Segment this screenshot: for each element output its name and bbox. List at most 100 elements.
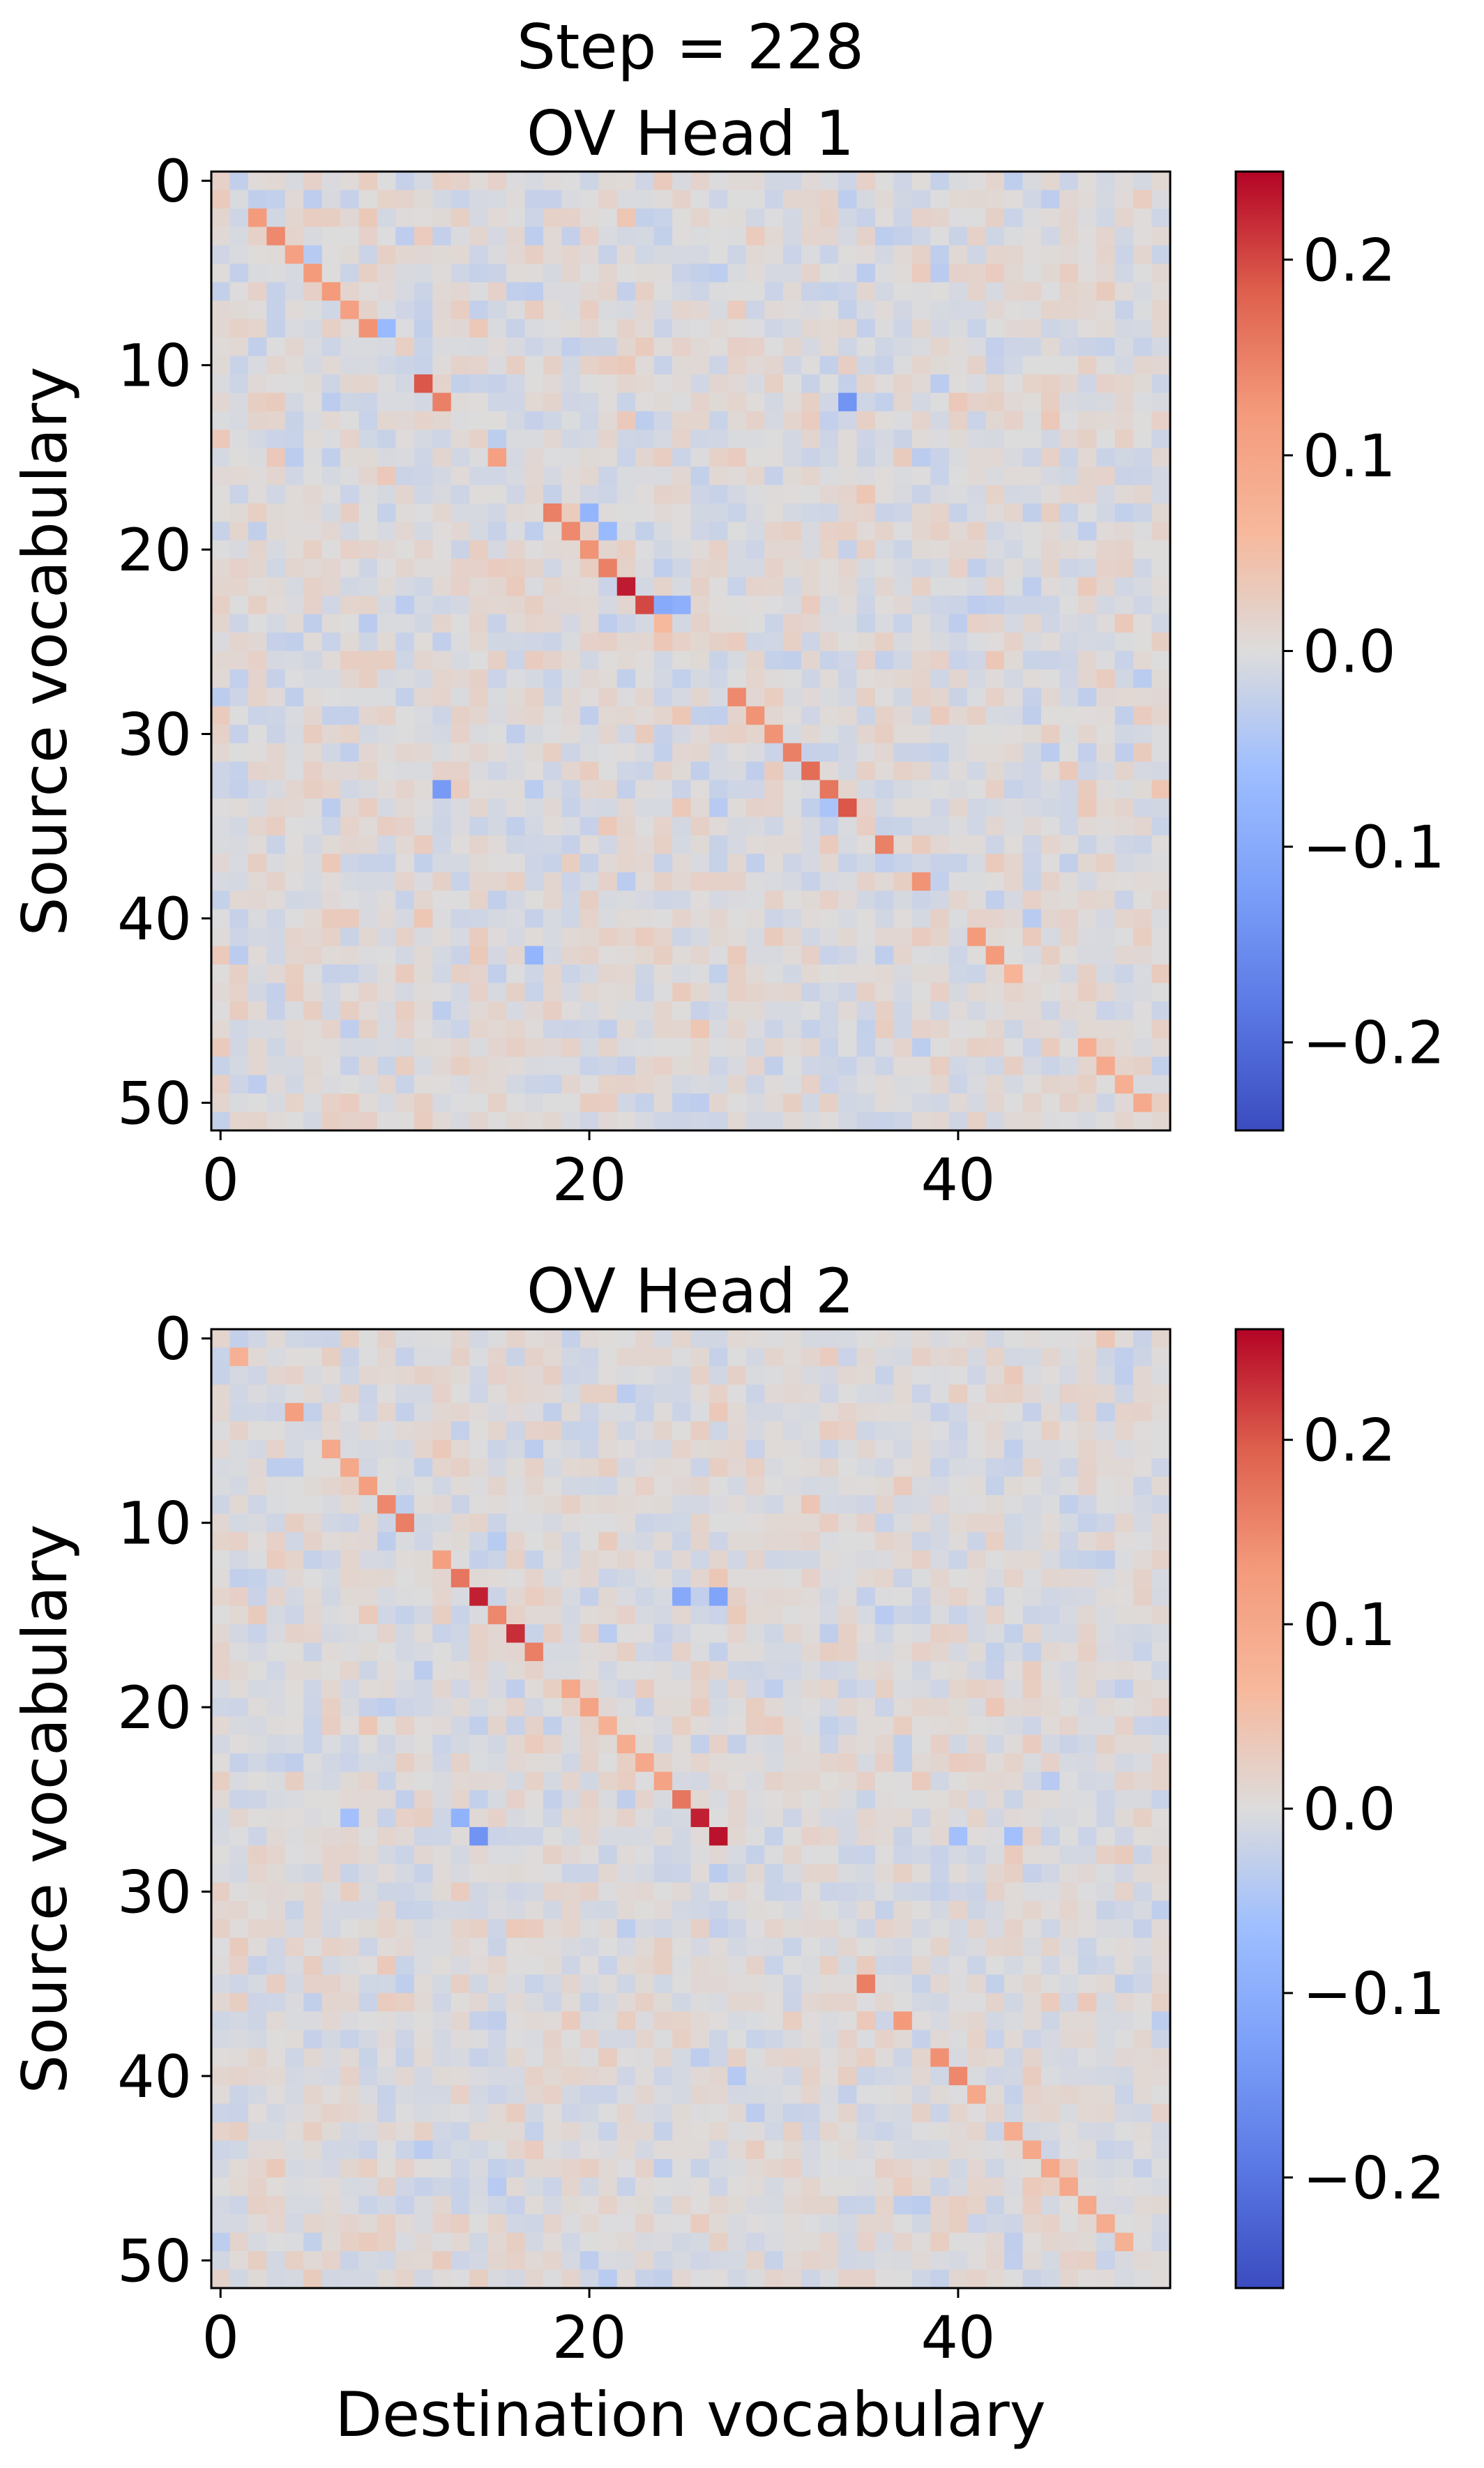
heatmap-cell bbox=[506, 467, 526, 486]
heatmap-cell bbox=[764, 1790, 784, 1810]
heatmap-cell bbox=[340, 651, 360, 670]
heatmap-cell bbox=[543, 540, 562, 559]
heatmap-cell bbox=[1151, 2066, 1171, 2086]
heatmap-cell bbox=[377, 559, 397, 578]
heatmap-cell bbox=[1059, 245, 1079, 264]
heatmap-cell bbox=[543, 1790, 562, 1810]
heatmap-cell bbox=[709, 2103, 728, 2123]
heatmap-cell bbox=[358, 448, 378, 467]
heatmap-cell bbox=[985, 1605, 1005, 1625]
heatmap-cell bbox=[211, 374, 231, 393]
heatmap-cell bbox=[930, 1826, 950, 1846]
heatmap-cell bbox=[303, 780, 323, 799]
heatmap-cell bbox=[1114, 817, 1134, 836]
heatmap-cell bbox=[340, 1697, 360, 1717]
heatmap-cell bbox=[709, 633, 728, 652]
heatmap-cell bbox=[874, 1956, 894, 1976]
heatmap-cell bbox=[764, 891, 784, 910]
heatmap-cell bbox=[561, 2011, 581, 2031]
heatmap-cell bbox=[911, 245, 931, 264]
heatmap-cell bbox=[358, 946, 378, 965]
heatmap-cell bbox=[653, 762, 673, 781]
heatmap-cell bbox=[874, 282, 894, 301]
heatmap-cell bbox=[543, 1808, 562, 1828]
heatmap-cell bbox=[340, 688, 360, 707]
heatmap-cell bbox=[543, 2029, 562, 2049]
heatmap-cell bbox=[1077, 1605, 1097, 1625]
heatmap-cell bbox=[819, 743, 839, 762]
heatmap-cell bbox=[672, 1697, 692, 1717]
heatmap-cell bbox=[911, 1329, 931, 1349]
heatmap-cell bbox=[801, 725, 821, 744]
heatmap-cell bbox=[838, 1020, 858, 1039]
heatmap-cell bbox=[727, 522, 747, 541]
heatmap-cell bbox=[856, 1329, 876, 1349]
heatmap-cell bbox=[432, 725, 452, 744]
heatmap-cell bbox=[967, 337, 987, 357]
heatmap-cell bbox=[801, 1001, 821, 1020]
heatmap-cell bbox=[1133, 2048, 1153, 2068]
heatmap-cell bbox=[248, 946, 267, 965]
heatmap-cell bbox=[985, 1568, 1005, 1588]
heatmap-cell bbox=[580, 1679, 599, 1699]
heatmap-cell bbox=[856, 1956, 876, 1976]
heatmap-cell bbox=[893, 1956, 913, 1976]
heatmap-cell bbox=[1096, 1863, 1116, 1883]
heatmap-cell bbox=[285, 1513, 304, 1533]
heatmap-cell bbox=[561, 503, 581, 522]
heatmap-cell bbox=[801, 1919, 821, 1939]
heatmap-cell bbox=[340, 946, 360, 965]
heatmap-cell bbox=[450, 1974, 470, 1994]
heatmap-cell bbox=[248, 1568, 267, 1588]
heatmap-cell bbox=[1022, 559, 1042, 578]
heatmap-cell bbox=[303, 798, 323, 818]
heatmap-cell bbox=[856, 1112, 876, 1131]
heatmap-cell bbox=[1077, 1001, 1097, 1020]
heatmap-cell bbox=[856, 264, 876, 283]
heatmap-cell bbox=[1077, 227, 1097, 246]
heatmap-cell bbox=[1151, 430, 1171, 449]
heatmap-cell bbox=[874, 1384, 894, 1404]
heatmap-cell bbox=[616, 1329, 636, 1349]
heatmap-cell bbox=[561, 485, 581, 504]
heatmap-cell bbox=[1114, 1845, 1134, 1865]
heatmap-cell bbox=[893, 1365, 913, 1385]
heatmap-cell bbox=[487, 208, 507, 227]
heatmap-cell bbox=[616, 909, 636, 928]
heatmap-cell bbox=[1151, 780, 1171, 799]
heatmap-cell bbox=[487, 762, 507, 781]
heatmap-cell bbox=[764, 2066, 784, 2086]
heatmap-cell bbox=[211, 614, 231, 633]
heatmap-cell bbox=[819, 411, 839, 430]
heatmap-cell bbox=[248, 1458, 267, 1478]
heatmap-cell bbox=[690, 633, 710, 652]
heatmap-cell bbox=[543, 1439, 562, 1459]
heatmap-cell bbox=[874, 1716, 894, 1736]
heatmap-cell bbox=[838, 1476, 858, 1496]
heatmap-cell bbox=[524, 669, 544, 688]
heatmap-cell bbox=[266, 1753, 286, 1773]
heatmap-cell bbox=[414, 559, 433, 578]
heatmap-cell bbox=[580, 1956, 599, 1976]
heatmap-cell bbox=[672, 798, 692, 818]
heatmap-cell bbox=[745, 725, 765, 744]
heatmap-cell bbox=[653, 1057, 673, 1076]
heatmap-cell bbox=[1114, 1402, 1134, 1422]
heatmap-cell bbox=[1096, 2103, 1116, 2123]
heatmap-cell bbox=[616, 1624, 636, 1644]
heatmap-cell bbox=[838, 614, 858, 633]
heatmap-cell bbox=[266, 301, 286, 320]
heatmap-cell bbox=[948, 1808, 968, 1828]
heatmap-cell bbox=[469, 1531, 489, 1551]
y-tick-label: 0 bbox=[155, 147, 192, 215]
heatmap-cell bbox=[561, 1992, 581, 2012]
heatmap-cell bbox=[616, 522, 636, 541]
heatmap-cell bbox=[248, 669, 267, 688]
heatmap-cell bbox=[801, 559, 821, 578]
heatmap-cell bbox=[616, 227, 636, 246]
heatmap-cell bbox=[653, 1808, 673, 1828]
heatmap-cell bbox=[653, 780, 673, 799]
heatmap-cell bbox=[1040, 430, 1060, 449]
heatmap-cell bbox=[432, 393, 452, 412]
